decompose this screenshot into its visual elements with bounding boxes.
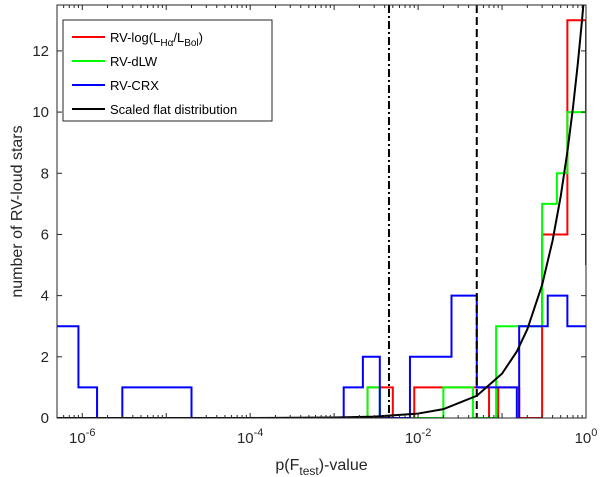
x-tick-label-exp: -6 <box>86 427 96 439</box>
legend-rv-log-post: ) <box>199 30 203 45</box>
x-tick-label-exp: -4 <box>254 427 264 439</box>
legend: RV-log(LHα/LBol) RV-dLW RV-CRX Scaled fl… <box>62 19 273 122</box>
x-tick-label-exp: -2 <box>422 427 432 439</box>
series-line-0 <box>366 19 586 418</box>
x-tick-label-base: 10 <box>69 430 86 447</box>
x-tick-label-exp: 0 <box>591 427 597 439</box>
x-tick-label-base: 10 <box>405 430 422 447</box>
legend-rv-log-sub1: Hα <box>160 38 173 49</box>
legend-label-rv-crx: RV-CRX <box>110 78 159 93</box>
x-tick-label-base: 10 <box>237 430 254 447</box>
x-tick-label: 10-4 <box>237 427 263 447</box>
y-tick-label: 6 <box>41 226 49 243</box>
legend-rv-log-pre: RV-log(L <box>110 30 160 45</box>
reference-lines <box>387 5 478 418</box>
x-tick-label: 10-2 <box>405 427 431 447</box>
legend-label-rv-log: RV-log(LHα/LBol) <box>110 30 203 49</box>
legend-label-flat-distribution: Scaled flat distribution <box>110 102 237 117</box>
y-tick-label: 12 <box>32 43 49 60</box>
y-tick-label: 4 <box>41 288 49 305</box>
y-tick-label: 8 <box>41 165 49 182</box>
x-tick-label-base: 10 <box>575 430 592 447</box>
legend-rv-log-mid: /L <box>173 30 184 45</box>
x-tick-label: 100 <box>575 427 598 447</box>
series-layer <box>57 5 586 418</box>
x-tick-label: 10-6 <box>69 427 95 447</box>
x-tick-labels: 10-6 10-4 10-2 100 <box>69 427 597 447</box>
legend-rv-log-sub2: Bol <box>184 38 198 49</box>
series-line-3 <box>57 5 585 418</box>
axis-ticks <box>56 5 587 419</box>
y-tick-labels: 0 2 4 6 8 10 12 <box>32 43 49 427</box>
x-axis-label: p(Ftest)-value <box>275 457 367 477</box>
y-axis-label: number of RV-loud stars <box>9 125 26 297</box>
y-tick-label: 2 <box>41 349 49 366</box>
x-axis-label-post: )-value <box>319 457 368 474</box>
y-tick-label: 0 <box>41 410 49 427</box>
x-axis-label-pre: p(F <box>275 457 299 474</box>
series-line-2 <box>57 294 586 418</box>
x-axis-label-sub: test <box>299 464 319 477</box>
y-tick-label: 10 <box>32 104 49 121</box>
legend-label-rv-dlw: RV-dLW <box>110 54 158 69</box>
